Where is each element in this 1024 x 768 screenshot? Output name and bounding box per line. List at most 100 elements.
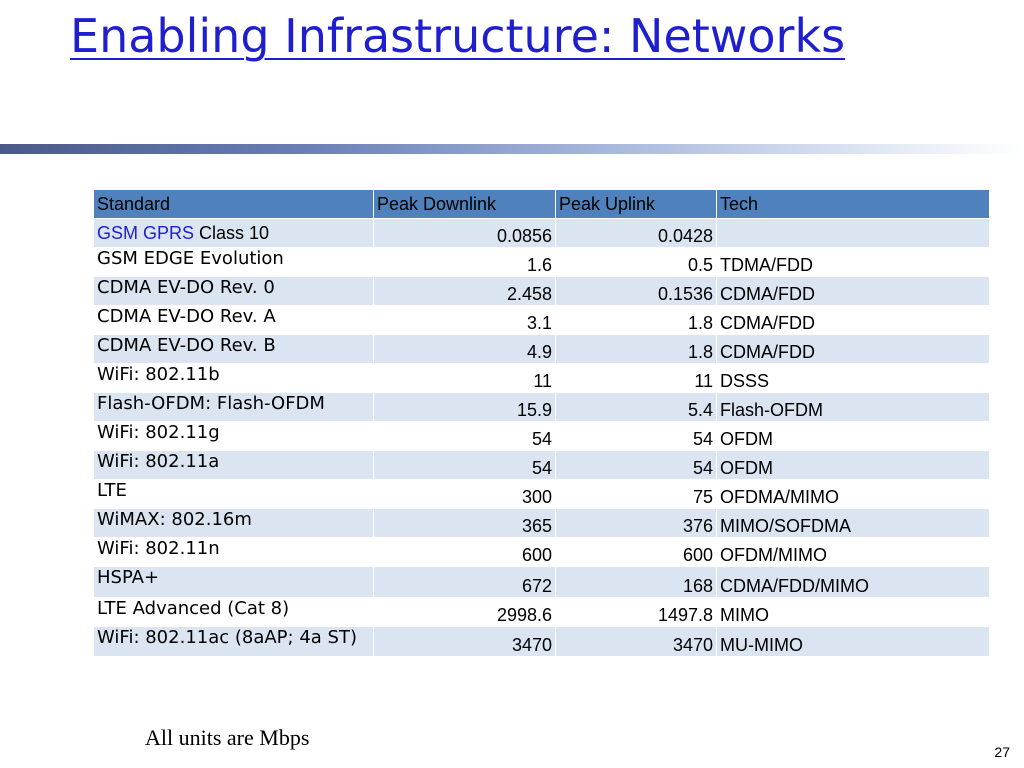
cell-standard: CDMA EV-DO Rev. B xyxy=(93,334,374,364)
table-header-row: Standard Peak Downlink Peak Uplink Tech xyxy=(93,189,990,219)
cell-peak-downlink: 600 xyxy=(373,537,556,567)
cell-peak-downlink: 300 xyxy=(373,479,556,509)
cell-peak-downlink: 2998.6 xyxy=(373,597,556,627)
table-row: GSM EDGE Evolution 1.6 0.5 TDMA/FDD xyxy=(93,247,990,277)
cell-peak-downlink: 15.9 xyxy=(373,392,556,422)
cell-peak-downlink: 3470 xyxy=(373,626,556,657)
table-row: HSPA+ 672 168 CDMA/FDD/MIMO xyxy=(93,566,990,598)
cell-peak-uplink: 1497.8 xyxy=(555,597,717,627)
table-row: CDMA EV-DO Rev. 0 2.458 0.1536 CDMA/FDD xyxy=(93,276,990,306)
cell-tech: MIMO xyxy=(716,597,990,627)
table-row: CDMA EV-DO Rev. A 3.1 1.8 CDMA/FDD xyxy=(93,305,990,335)
cell-tech: MIMO/SOFDMA xyxy=(716,508,990,538)
cell-standard: HSPA+ xyxy=(93,566,374,598)
cell-peak-downlink: 54 xyxy=(373,421,556,451)
standard-name: GSM EDGE Evolution xyxy=(97,248,284,270)
cell-peak-uplink: 0.1536 xyxy=(555,276,717,306)
slide-title: Enabling Infrastructure: Networks xyxy=(70,9,846,63)
standard-name: LTE Advanced (Cat 8) xyxy=(97,598,290,620)
cell-tech: DSSS xyxy=(716,363,990,393)
cell-tech: OFDM xyxy=(716,450,990,480)
standard-name: Flash-OFDM: Flash-OFDM xyxy=(97,393,325,415)
standard-name: WiFi: 802.11a xyxy=(97,451,220,473)
header-tech: Tech xyxy=(716,189,990,219)
cell-standard: WiFi: 802.11g xyxy=(93,421,374,451)
cell-tech: MU-MIMO xyxy=(716,626,990,657)
standard-name: WiFi: 802.11ac (8aAP; 4a ST) xyxy=(97,627,357,649)
cell-peak-uplink: 376 xyxy=(555,508,717,538)
table-row: LTE Advanced (Cat 8) 2998.6 1497.8 MIMO xyxy=(93,597,990,627)
network-standards-table: Standard Peak Downlink Peak Uplink Tech … xyxy=(93,189,990,657)
cell-tech: OFDM/MIMO xyxy=(716,537,990,567)
standard-name: Class 10 xyxy=(194,222,270,243)
standard-name: CDMA EV-DO Rev. B xyxy=(97,335,276,357)
cell-peak-downlink: 3.1 xyxy=(373,305,556,335)
cell-tech: Flash-OFDM xyxy=(716,392,990,422)
cell-tech: CDMA/FDD xyxy=(716,334,990,364)
cell-peak-uplink: 0.5 xyxy=(555,247,717,277)
cell-tech: OFDM xyxy=(716,421,990,451)
cell-standard: CDMA EV-DO Rev. A xyxy=(93,305,374,335)
cell-peak-downlink: 4.9 xyxy=(373,334,556,364)
cell-peak-uplink: 11 xyxy=(555,363,717,393)
table-row: WiFi: 802.11b 11 11 DSSS xyxy=(93,363,990,393)
standard-name: WiFi: 802.11n xyxy=(97,538,220,560)
page-number: 27 xyxy=(994,744,1010,760)
cell-peak-downlink: 11 xyxy=(373,363,556,393)
standard-name: WiFi: 802.11b xyxy=(97,364,220,386)
title-divider xyxy=(0,144,1024,154)
standard-name: WiFi: 802.11g xyxy=(97,422,220,444)
header-peak-downlink: Peak Downlink xyxy=(373,189,556,219)
cell-tech: TDMA/FDD xyxy=(716,247,990,277)
cell-standard: Flash-OFDM: Flash-OFDM xyxy=(93,392,374,422)
cell-peak-uplink: 54 xyxy=(555,421,717,451)
cell-peak-downlink: 54 xyxy=(373,450,556,480)
cell-peak-uplink: 5.4 xyxy=(555,392,717,422)
table-row: Flash-OFDM: Flash-OFDM 15.9 5.4 Flash-OFDM xyxy=(93,392,990,422)
cell-standard: WiFi: 802.11ac (8aAP; 4a ST) xyxy=(93,626,374,657)
cell-standard: WiFi: 802.11a xyxy=(93,450,374,480)
table-row: LTE 300 75 OFDMA/MIMO xyxy=(93,479,990,509)
header-peak-uplink: Peak Uplink xyxy=(555,189,717,219)
standard-prefix: GSM GPRS xyxy=(97,222,195,243)
cell-peak-downlink: 0.0856 xyxy=(373,218,556,248)
standard-name: CDMA EV-DO Rev. 0 xyxy=(97,277,275,299)
table-row: WiFi: 802.11ac (8aAP; 4a ST) 3470 3470 MU-M… xyxy=(93,626,990,657)
cell-peak-downlink: 365 xyxy=(373,508,556,538)
cell-peak-uplink: 3470 xyxy=(555,626,717,657)
cell-standard: GSM GPRS Class 10 xyxy=(93,218,374,248)
cell-standard: WiFi: 802.11b xyxy=(93,363,374,393)
table-row: WiFi: 802.11a 54 54 OFDM xyxy=(93,450,990,480)
cell-peak-uplink: 54 xyxy=(555,450,717,480)
cell-standard: WiFi: 802.11n xyxy=(93,537,374,567)
cell-peak-uplink: 168 xyxy=(555,566,717,598)
cell-peak-uplink: 600 xyxy=(555,537,717,567)
cell-peak-uplink: 75 xyxy=(555,479,717,509)
table-row: WiFi: 802.11n 600 600 OFDM/MIMO xyxy=(93,537,990,567)
cell-standard: LTE Advanced (Cat 8) xyxy=(93,597,374,627)
standard-name: LTE xyxy=(97,480,127,502)
cell-peak-uplink: 1.8 xyxy=(555,334,717,364)
cell-peak-uplink: 1.8 xyxy=(555,305,717,335)
cell-tech: CDMA/FDD xyxy=(716,276,990,306)
units-note: All units are Mbps xyxy=(145,725,310,750)
cell-standard: WiMAX: 802.16m xyxy=(93,508,374,538)
cell-peak-downlink: 1.6 xyxy=(373,247,556,277)
cell-tech xyxy=(716,218,990,248)
table-row: WiFi: 802.11g 54 54 OFDM xyxy=(93,421,990,451)
standard-name: HSPA+ xyxy=(97,567,160,589)
table-row: GSM GPRS Class 10 0.0856 0.0428 xyxy=(93,218,990,248)
cell-tech: CDMA/FDD xyxy=(716,305,990,335)
cell-peak-uplink: 0.0428 xyxy=(555,218,717,248)
cell-tech: OFDMA/MIMO xyxy=(716,479,990,509)
cell-standard: LTE xyxy=(93,479,374,509)
standard-name: CDMA EV-DO Rev. A xyxy=(97,306,276,328)
standard-name: WiMAX: 802.16m xyxy=(97,509,252,531)
cell-standard: CDMA EV-DO Rev. 0 xyxy=(93,276,374,306)
header-standard: Standard xyxy=(93,189,374,219)
table-row: WiMAX: 802.16m 365 376 MIMO/SOFDMA xyxy=(93,508,990,538)
cell-standard: GSM EDGE Evolution xyxy=(93,247,374,277)
table-row: CDMA EV-DO Rev. B 4.9 1.8 CDMA/FDD xyxy=(93,334,990,364)
cell-peak-downlink: 672 xyxy=(373,566,556,598)
